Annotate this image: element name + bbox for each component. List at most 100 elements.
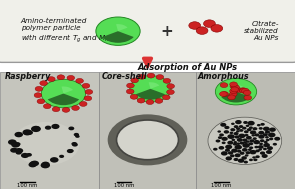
Circle shape <box>57 75 65 80</box>
Circle shape <box>222 137 228 141</box>
Circle shape <box>220 123 226 127</box>
Circle shape <box>117 120 178 160</box>
Circle shape <box>260 139 265 142</box>
Circle shape <box>146 100 154 105</box>
Circle shape <box>255 155 260 158</box>
Circle shape <box>76 78 83 83</box>
Circle shape <box>255 133 259 136</box>
Circle shape <box>267 146 273 150</box>
Circle shape <box>96 17 140 45</box>
Circle shape <box>34 93 42 98</box>
Circle shape <box>14 132 23 137</box>
Circle shape <box>137 98 145 103</box>
Bar <box>0 72 99 189</box>
Circle shape <box>67 75 75 80</box>
Circle shape <box>233 141 237 143</box>
Circle shape <box>167 84 175 89</box>
FancyBboxPatch shape <box>0 0 295 62</box>
Circle shape <box>225 145 232 149</box>
Circle shape <box>220 83 228 88</box>
Circle shape <box>219 91 227 96</box>
Circle shape <box>208 117 282 164</box>
Circle shape <box>232 85 240 90</box>
Text: Core-shell: Core-shell <box>102 72 147 81</box>
Circle shape <box>243 90 251 95</box>
Circle shape <box>82 83 90 88</box>
Circle shape <box>227 141 233 145</box>
Circle shape <box>228 95 235 100</box>
Circle shape <box>11 142 20 148</box>
Wedge shape <box>48 94 79 105</box>
Circle shape <box>240 142 244 145</box>
Circle shape <box>248 149 252 151</box>
Circle shape <box>242 143 250 148</box>
Circle shape <box>35 86 43 91</box>
Circle shape <box>155 98 163 103</box>
Circle shape <box>108 114 187 165</box>
Circle shape <box>269 138 273 140</box>
Circle shape <box>242 127 247 130</box>
Circle shape <box>25 130 33 135</box>
Circle shape <box>219 133 224 136</box>
Circle shape <box>138 74 146 79</box>
Circle shape <box>245 134 249 136</box>
Circle shape <box>230 84 238 89</box>
Circle shape <box>75 135 80 138</box>
Circle shape <box>262 154 268 158</box>
Circle shape <box>252 156 256 159</box>
Circle shape <box>84 96 92 101</box>
Circle shape <box>269 128 276 132</box>
Wedge shape <box>149 82 159 89</box>
Circle shape <box>255 149 260 152</box>
Circle shape <box>217 130 221 133</box>
Circle shape <box>253 140 260 144</box>
Circle shape <box>51 124 60 129</box>
Circle shape <box>265 136 269 139</box>
Circle shape <box>235 153 241 157</box>
Circle shape <box>45 126 51 130</box>
Circle shape <box>47 77 55 82</box>
Circle shape <box>238 134 245 138</box>
Circle shape <box>8 139 17 145</box>
Circle shape <box>246 125 249 127</box>
Wedge shape <box>102 31 134 43</box>
Circle shape <box>147 73 155 78</box>
Circle shape <box>37 99 45 104</box>
Circle shape <box>247 128 252 131</box>
Circle shape <box>127 83 134 88</box>
Wedge shape <box>221 92 251 102</box>
Text: Adsorption of Au NPs: Adsorption of Au NPs <box>137 63 237 72</box>
Circle shape <box>228 151 233 155</box>
Circle shape <box>258 148 262 151</box>
Circle shape <box>69 149 74 152</box>
Circle shape <box>251 134 255 136</box>
Circle shape <box>29 162 37 167</box>
Circle shape <box>225 149 230 152</box>
Circle shape <box>43 104 51 109</box>
Circle shape <box>249 126 253 129</box>
Circle shape <box>22 129 32 136</box>
Text: 100 nm: 100 nm <box>114 183 134 188</box>
Wedge shape <box>136 89 165 100</box>
Circle shape <box>196 27 208 34</box>
Circle shape <box>240 88 248 93</box>
Circle shape <box>238 159 244 163</box>
Circle shape <box>216 139 220 143</box>
Circle shape <box>16 151 22 155</box>
Text: Citrate-
stabilized
Au NPs: Citrate- stabilized Au NPs <box>244 21 279 41</box>
Circle shape <box>230 154 235 157</box>
Circle shape <box>243 141 247 144</box>
Circle shape <box>258 145 264 149</box>
Circle shape <box>253 137 257 140</box>
Circle shape <box>21 153 29 158</box>
Circle shape <box>230 132 233 134</box>
Text: 100 nm: 100 nm <box>211 183 232 188</box>
Circle shape <box>225 156 232 160</box>
Circle shape <box>230 92 237 97</box>
Circle shape <box>263 133 268 136</box>
Circle shape <box>263 148 267 150</box>
Circle shape <box>72 143 78 147</box>
Circle shape <box>163 78 171 83</box>
Circle shape <box>248 121 255 125</box>
Bar <box>196 72 295 189</box>
